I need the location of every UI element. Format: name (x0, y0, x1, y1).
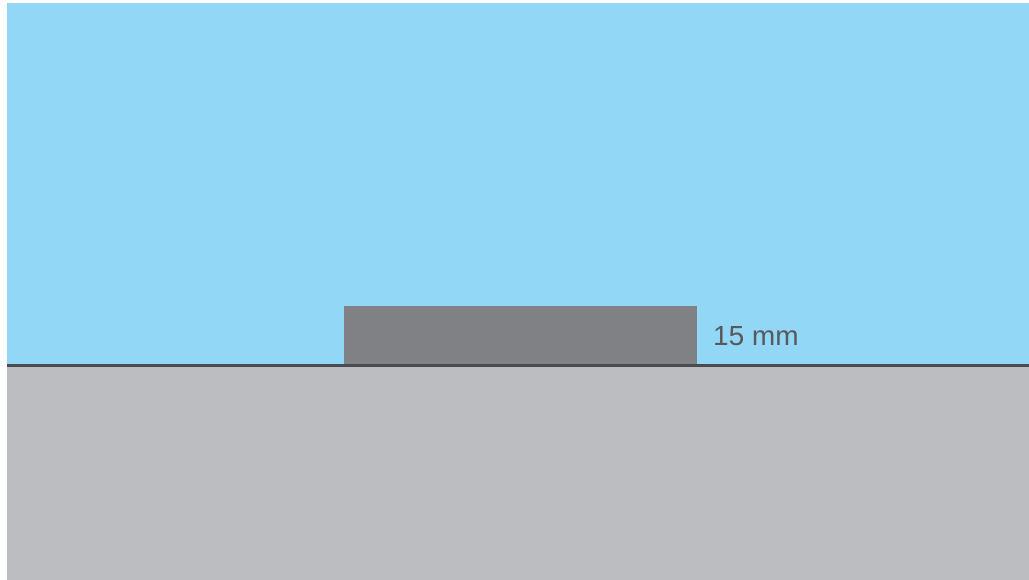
surface-line (7, 364, 1029, 367)
water-region (7, 3, 1029, 365)
dimension-label: 15 mm (713, 320, 799, 351)
raised-block (344, 306, 697, 365)
ground-region (7, 366, 1029, 580)
